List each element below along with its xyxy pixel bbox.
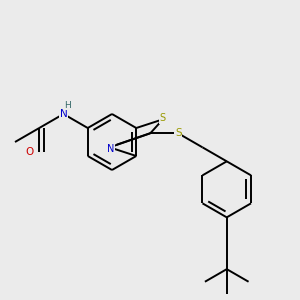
Text: H: H (64, 100, 71, 109)
Text: N: N (107, 144, 114, 154)
Text: O: O (25, 147, 33, 157)
Text: S: S (160, 113, 166, 123)
Text: S: S (175, 128, 181, 138)
Text: N: N (60, 109, 68, 119)
